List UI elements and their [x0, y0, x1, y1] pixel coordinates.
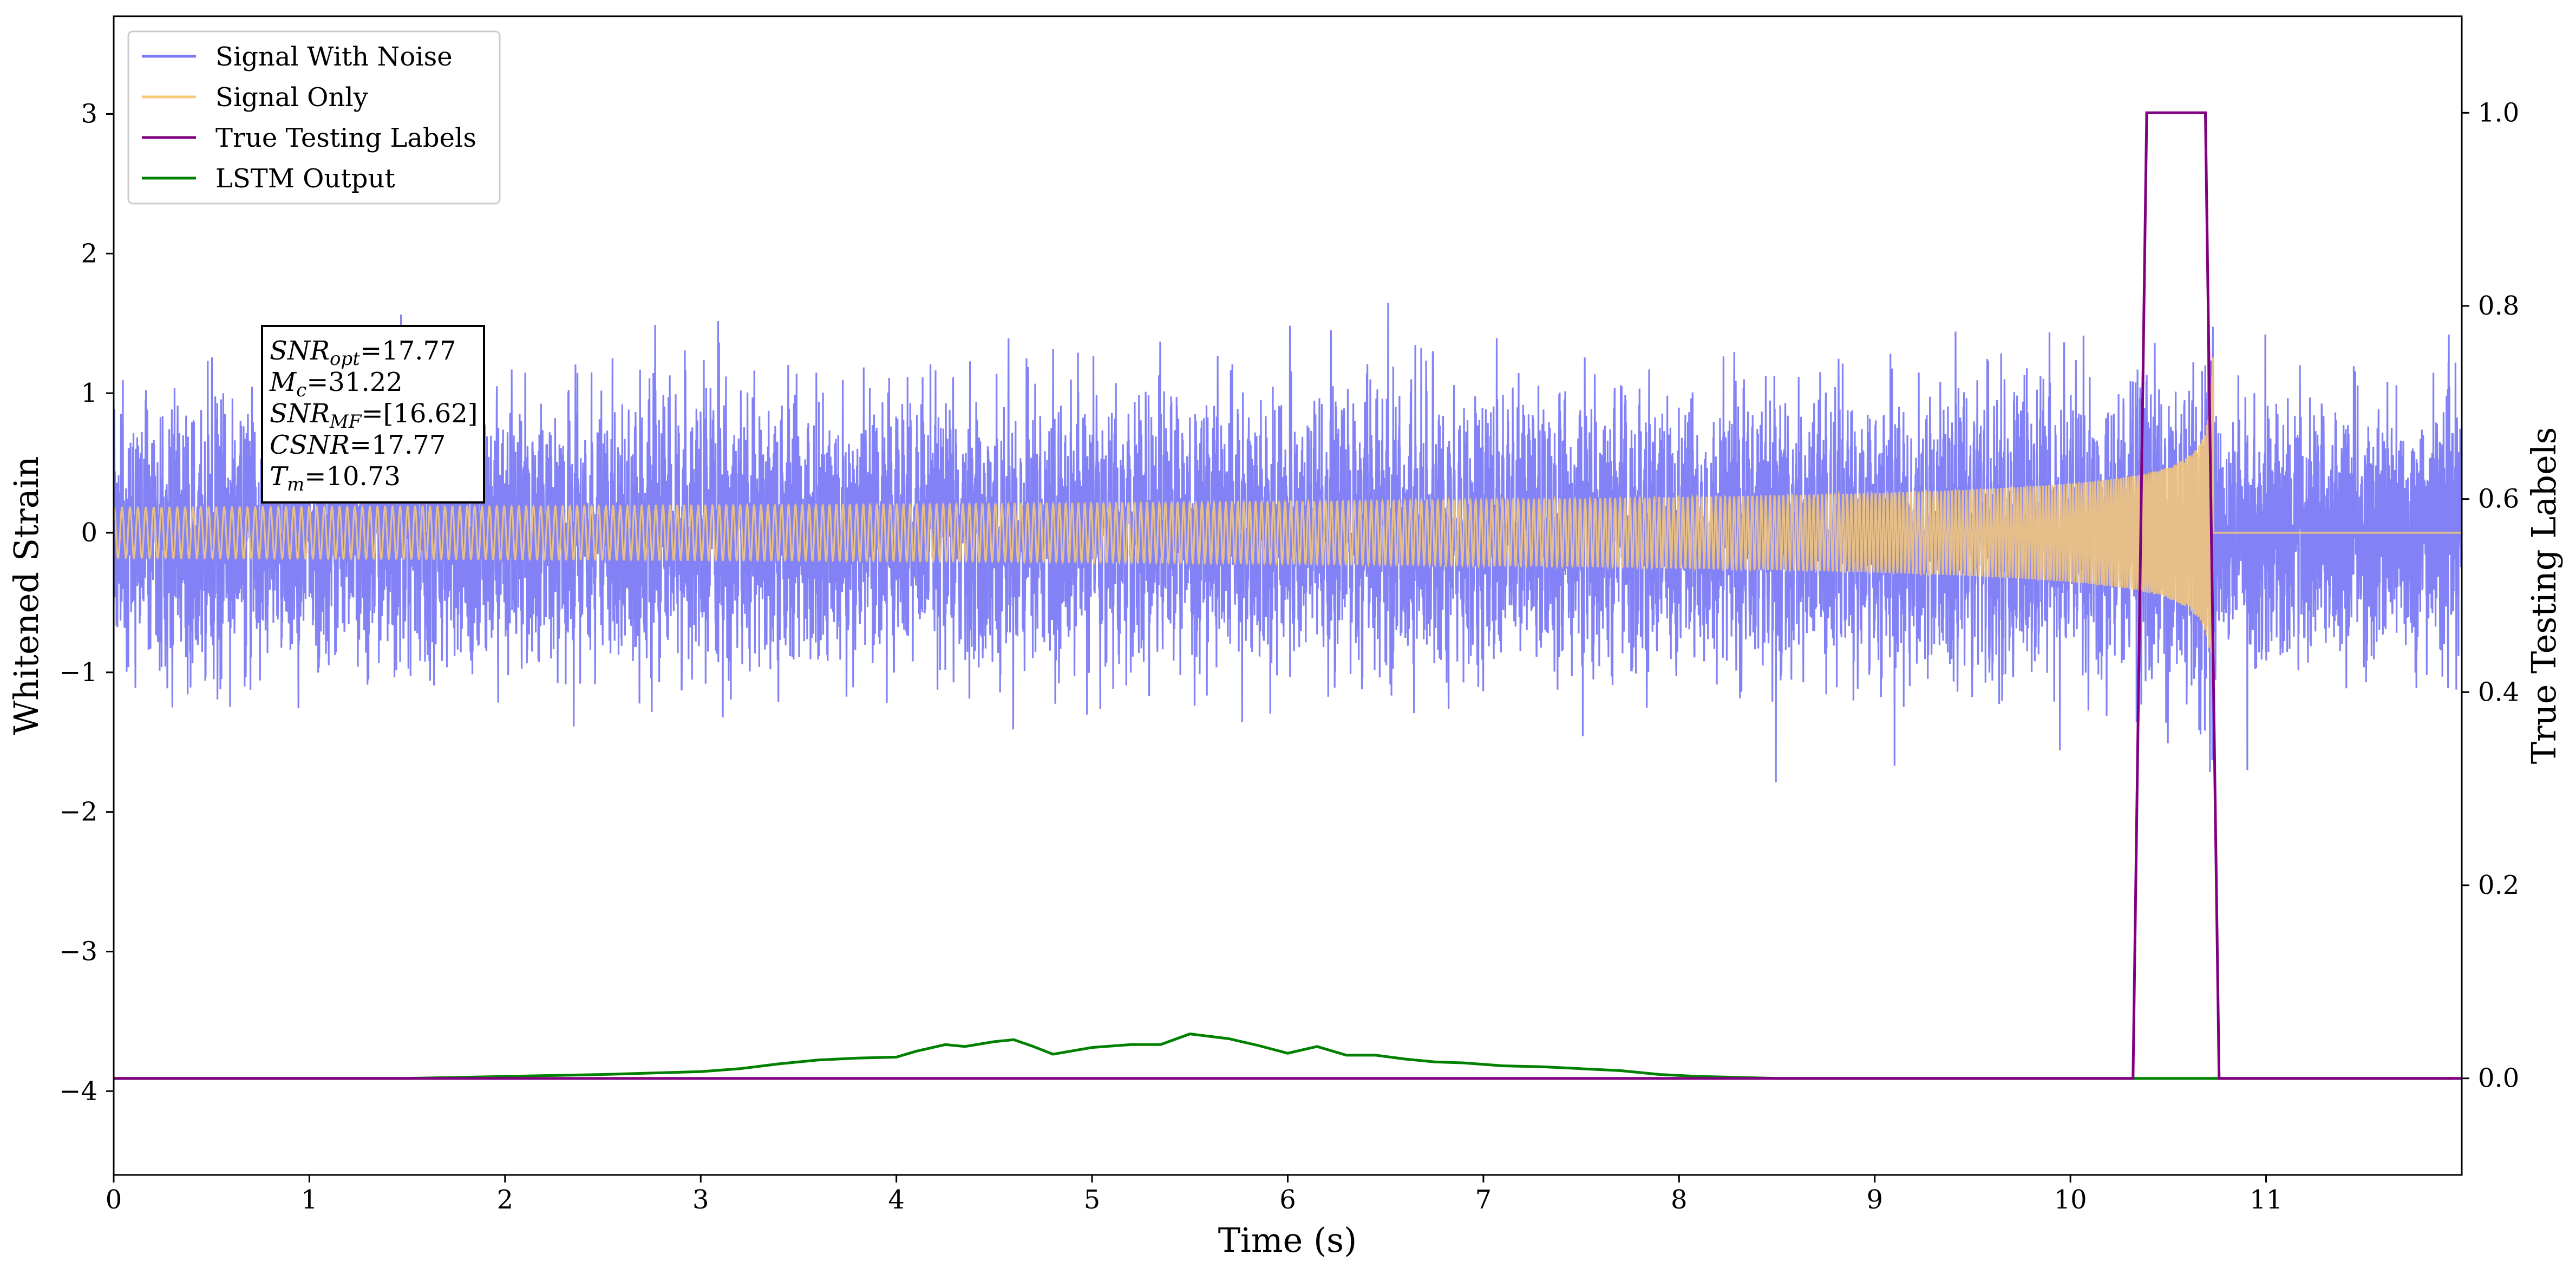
- y-tick-label: −3: [59, 936, 97, 966]
- legend-label: True Testing Labels: [215, 123, 476, 153]
- annotation-line: SNRopt=17.77: [270, 336, 456, 370]
- legend-label: LSTM Output: [215, 164, 395, 194]
- y-axis-title-left: Whitened Strain: [6, 456, 46, 735]
- y-right-tick-label: 0.2: [2478, 870, 2519, 900]
- x-tick-label: 9: [1866, 1185, 1883, 1215]
- x-axis: 0 1 2 3 4 5 6 7 8 9 10 11: [106, 1175, 2283, 1215]
- annotation-line: Tm=10.73: [270, 461, 401, 495]
- x-tick-label: 7: [1475, 1185, 1492, 1215]
- y-right-tick-label: 0.6: [2478, 484, 2519, 514]
- x-tick-label: 6: [1279, 1185, 1296, 1215]
- y-axis-left: −4 −3 −2 −1 0 1 2 3: [59, 99, 114, 1106]
- y-tick-label: 0: [81, 518, 97, 548]
- y-axis-right: 0.0 0.2 0.4 0.6 0.8 1.0: [2462, 97, 2519, 1094]
- x-tick-label: 10: [2054, 1185, 2087, 1215]
- series-signal-only-line: [114, 357, 2462, 654]
- annotation-frame: [261, 325, 485, 504]
- y-right-tick-label: 0.4: [2478, 677, 2519, 707]
- legend-label: Signal With Noise: [215, 42, 453, 72]
- y-right-tick-label: 0.0: [2478, 1063, 2519, 1094]
- x-tick-label: 3: [692, 1185, 709, 1215]
- y-tick-label: −1: [59, 657, 97, 688]
- annotation-line: SNRMF=[16.62]: [270, 398, 478, 433]
- legend-frame: [127, 30, 501, 205]
- x-tick-label: 2: [497, 1185, 514, 1215]
- series-layer: [114, 111, 2462, 1080]
- legend-label: Signal Only: [215, 82, 368, 113]
- legend: Signal With Noise Signal Only True Testing…: [127, 30, 501, 205]
- series-lstm-output-line: [114, 1033, 2452, 1080]
- x-tick-label: 1: [301, 1185, 318, 1215]
- annotation-box: SNRopt=17.77Mc=31.22SNRMF=[16.62]CSNR=17…: [261, 325, 485, 504]
- y-tick-label: 3: [81, 99, 97, 129]
- y-tick-label: 2: [81, 238, 97, 269]
- annotation-line: Mc=31.22: [269, 367, 403, 401]
- x-axis-title: Time (s): [1218, 1220, 1357, 1260]
- y-right-tick-label: 0.8: [2478, 291, 2519, 321]
- y-tick-label: 1: [81, 378, 97, 408]
- annotation-line: CSNR=17.77: [270, 430, 446, 460]
- x-tick-label: 8: [1671, 1185, 1688, 1215]
- x-tick-label: 0: [106, 1185, 122, 1215]
- x-tick-label: 11: [2250, 1185, 2283, 1215]
- y-tick-label: −4: [59, 1076, 97, 1106]
- y-tick-label: −2: [59, 797, 97, 827]
- y-right-tick-label: 1.0: [2478, 97, 2519, 128]
- x-tick-label: 4: [888, 1185, 905, 1215]
- y-axis-title-right: True Testing Labels: [2524, 427, 2564, 765]
- series-true-testing-labels-line: [114, 111, 2462, 1080]
- x-tick-label: 5: [1084, 1185, 1101, 1215]
